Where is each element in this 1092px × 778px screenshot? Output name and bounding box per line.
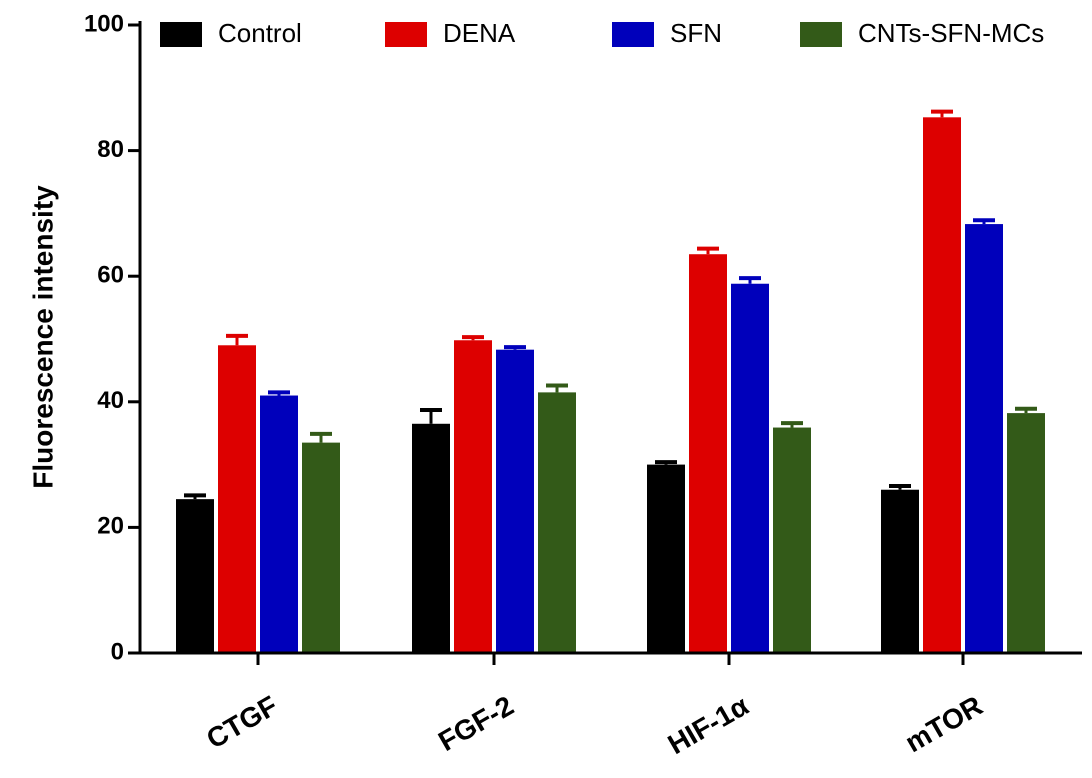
legend-label: CNTs-SFN-MCs [858, 18, 1044, 48]
bar-group [647, 460, 685, 653]
legend-swatch [612, 22, 654, 47]
bar [965, 224, 1003, 654]
legend-label: SFN [670, 18, 722, 48]
y-tick-label: 20 [97, 513, 124, 540]
legend-item: DENA [385, 18, 516, 48]
bar [302, 442, 340, 653]
bar-group [1007, 406, 1045, 653]
legend-item: CNTs-SFN-MCs [800, 18, 1044, 48]
bar [923, 117, 961, 654]
legend-label: DENA [443, 18, 516, 48]
bar [647, 464, 685, 653]
bar-group [496, 345, 534, 653]
bar-group [260, 390, 298, 653]
bar [176, 499, 214, 653]
x-category-label: CTGF [201, 690, 283, 755]
bar-group [881, 483, 919, 653]
bar-group [412, 407, 450, 653]
bar-group [218, 333, 256, 653]
bar [731, 283, 769, 653]
x-category-label: HIF-1α [663, 690, 754, 760]
legend-swatch [800, 22, 842, 47]
bar-group [965, 218, 1003, 654]
bar-group [923, 109, 961, 654]
legend-item: SFN [612, 18, 722, 48]
bar-group [773, 421, 811, 653]
chart-marks [176, 109, 1045, 654]
y-axis-title: Fluorescence intensity [27, 185, 58, 489]
legend-label: Control [218, 18, 302, 48]
bar-group [689, 246, 727, 653]
legend-swatch [385, 22, 427, 47]
y-axis-ticks: 0 20 40 60 80 100 [84, 10, 140, 665]
bar [538, 392, 576, 653]
x-category-label: mTOR [900, 690, 988, 759]
x-axis-ticks: CTGF FGF-2 HIF-1α mTOR [201, 653, 988, 760]
bar [689, 254, 727, 653]
y-tick-label: 100 [84, 10, 124, 37]
bar-group [538, 383, 576, 653]
bar-group [302, 431, 340, 653]
y-tick-label: 40 [97, 387, 124, 414]
bar-group [176, 493, 214, 653]
bar [1007, 413, 1045, 653]
bar [218, 345, 256, 653]
legend-swatch [160, 22, 202, 47]
legend: Control DENA SFN CNTs-SFN-MCs [160, 18, 1044, 48]
y-tick-label: 80 [97, 136, 124, 163]
x-category-label: FGF-2 [433, 690, 519, 757]
bar [881, 489, 919, 653]
bar [260, 395, 298, 653]
y-tick-label: 0 [111, 638, 124, 665]
y-tick-label: 60 [97, 262, 124, 289]
bar [412, 423, 450, 653]
legend-item: Control [160, 18, 302, 48]
y-axis-title-group: Fluorescence intensity [27, 185, 58, 489]
bar [496, 349, 534, 653]
bar [454, 340, 492, 653]
bar [773, 427, 811, 653]
bar-group [731, 276, 769, 653]
bar-group [454, 335, 492, 653]
